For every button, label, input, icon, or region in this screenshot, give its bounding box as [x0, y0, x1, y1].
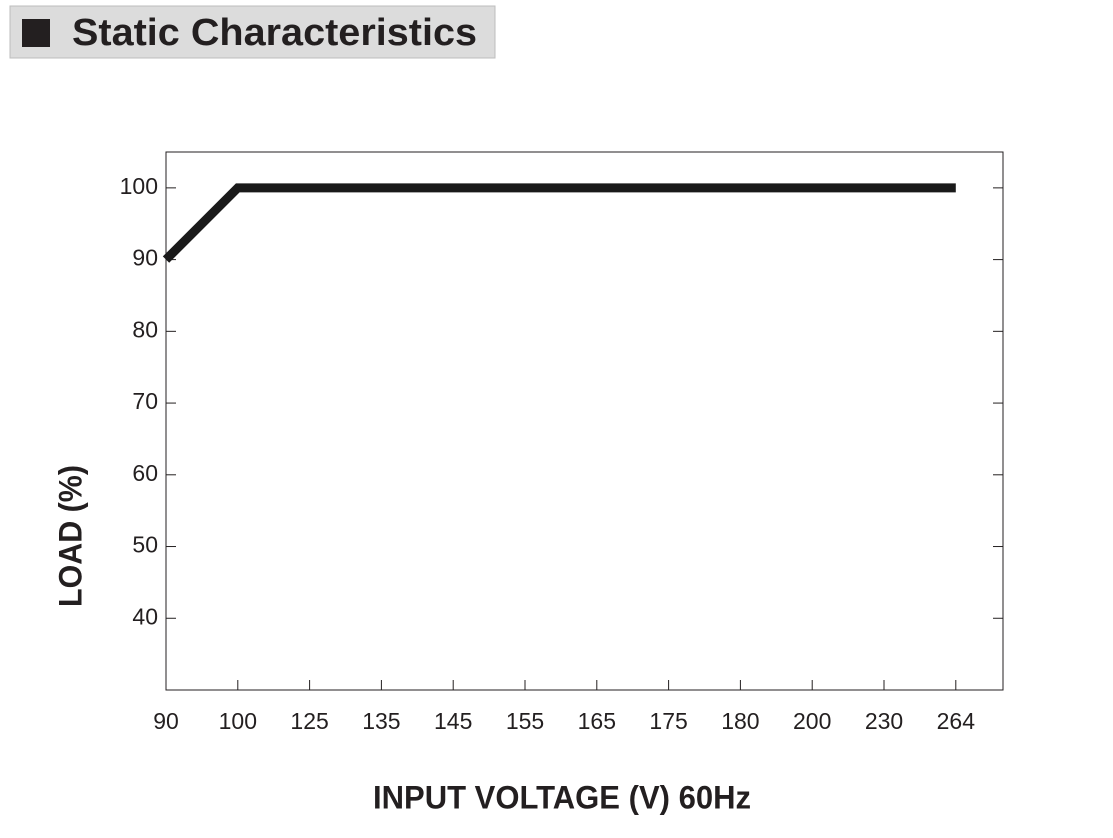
data-line	[162, 183, 956, 263]
y-tick-label: 60	[132, 460, 158, 486]
x-tick-label: 145	[434, 708, 472, 734]
x-tick-label: 180	[721, 708, 759, 734]
chart-title: Static Characteristics	[72, 12, 477, 54]
x-axis-label: INPUT VOLTAGE (V) 60Hz	[373, 779, 751, 815]
x-tick-label: 165	[578, 708, 616, 734]
x-tick-label: 100	[219, 708, 257, 734]
title-icon	[22, 19, 50, 47]
x-tick-label: 175	[649, 708, 687, 734]
y-axis-label: LOAD (%)	[52, 465, 88, 607]
y-tick-label: 50	[132, 532, 158, 558]
plot-frame	[165, 151, 1004, 691]
x-tick-label: 90	[153, 708, 179, 734]
x-tick-label: 264	[937, 708, 976, 734]
x-tick-label: 125	[290, 708, 328, 734]
x-tick-label: 230	[865, 708, 903, 734]
y-tick-label: 40	[132, 603, 158, 629]
y-tick-label: 90	[132, 245, 158, 271]
x-tick-label: 200	[793, 708, 831, 734]
y-tick-label: 100	[120, 173, 158, 199]
y-tick-label: 80	[132, 316, 158, 342]
title-box	[9, 5, 496, 59]
x-tick-label: 135	[362, 708, 400, 734]
x-tick-label: 155	[506, 708, 544, 734]
y-tick-label: 70	[132, 388, 158, 414]
